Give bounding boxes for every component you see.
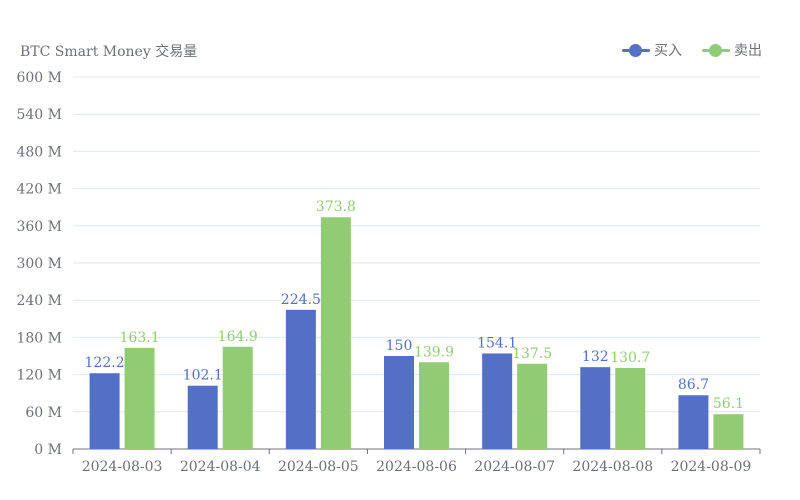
- data-label: 150: [386, 338, 413, 354]
- bar-buy[interactable]: [187, 385, 218, 449]
- y-tick-label: 0 M: [34, 442, 62, 458]
- data-label: 224.5: [281, 292, 321, 308]
- bar-buy[interactable]: [580, 367, 611, 449]
- data-label: 139.9: [414, 344, 454, 360]
- x-tick-label: 2024-08-08: [572, 459, 653, 475]
- bar-buy[interactable]: [384, 356, 414, 449]
- bar-sell[interactable]: [419, 362, 449, 449]
- legend-buy-dot: [629, 44, 642, 57]
- x-tick-label: 2024-08-09: [671, 459, 752, 475]
- data-label: 130.7: [610, 350, 650, 366]
- bar-buy[interactable]: [89, 373, 120, 449]
- data-label: 137.5: [512, 346, 552, 362]
- data-label: 163.1: [120, 330, 160, 346]
- x-tick-label: 2024-08-04: [180, 459, 261, 475]
- y-tick-label: 60 M: [25, 405, 62, 421]
- legend-sell-label: 卖出: [734, 43, 762, 59]
- y-tick-label: 420 M: [16, 182, 62, 198]
- x-tick-label: 2024-08-03: [82, 459, 163, 475]
- legend-item-buy[interactable]: 买入: [622, 40, 682, 60]
- y-tick-label: 600 M: [16, 70, 62, 86]
- y-tick-label: 180 M: [16, 330, 62, 346]
- data-label: 122.2: [85, 355, 125, 371]
- y-tick-label: 360 M: [16, 219, 62, 235]
- bar-sell[interactable]: [713, 414, 744, 449]
- data-label: 164.9: [218, 329, 258, 345]
- bar-buy[interactable]: [482, 353, 513, 449]
- bar-sell[interactable]: [320, 217, 351, 449]
- x-tick-label: 2024-08-05: [278, 459, 359, 475]
- data-label: 373.8: [316, 199, 356, 215]
- legend: 买入 卖出: [622, 40, 762, 60]
- bar-sell[interactable]: [124, 347, 155, 449]
- bar-sell[interactable]: [517, 363, 548, 449]
- y-tick-label: 120 M: [16, 368, 62, 384]
- y-tick-label: 240 M: [16, 293, 62, 309]
- y-tick-label: 480 M: [16, 144, 62, 160]
- chart-title: BTC Smart Money 交易量: [20, 44, 198, 60]
- bar-sell[interactable]: [615, 367, 646, 449]
- legend-sell-marker-icon: [702, 43, 730, 57]
- legend-buy-label: 买入: [654, 43, 682, 59]
- bar-sell[interactable]: [222, 346, 253, 449]
- y-tick-label: 540 M: [16, 107, 62, 123]
- y-tick-label: 300 M: [16, 256, 62, 272]
- data-label: 86.7: [678, 377, 709, 393]
- legend-buy-marker-icon: [622, 43, 650, 57]
- bar-buy[interactable]: [285, 309, 316, 449]
- x-tick-label: 2024-08-07: [474, 459, 555, 475]
- x-tick-label: 2024-08-06: [376, 459, 457, 475]
- data-label: 132: [582, 349, 609, 365]
- legend-item-sell[interactable]: 卖出: [702, 40, 762, 60]
- legend-sell-dot: [709, 44, 722, 57]
- data-label: 56.1: [713, 396, 744, 412]
- data-label: 102.1: [183, 368, 223, 384]
- bar-buy[interactable]: [678, 395, 709, 449]
- data-label: 154.1: [477, 335, 517, 351]
